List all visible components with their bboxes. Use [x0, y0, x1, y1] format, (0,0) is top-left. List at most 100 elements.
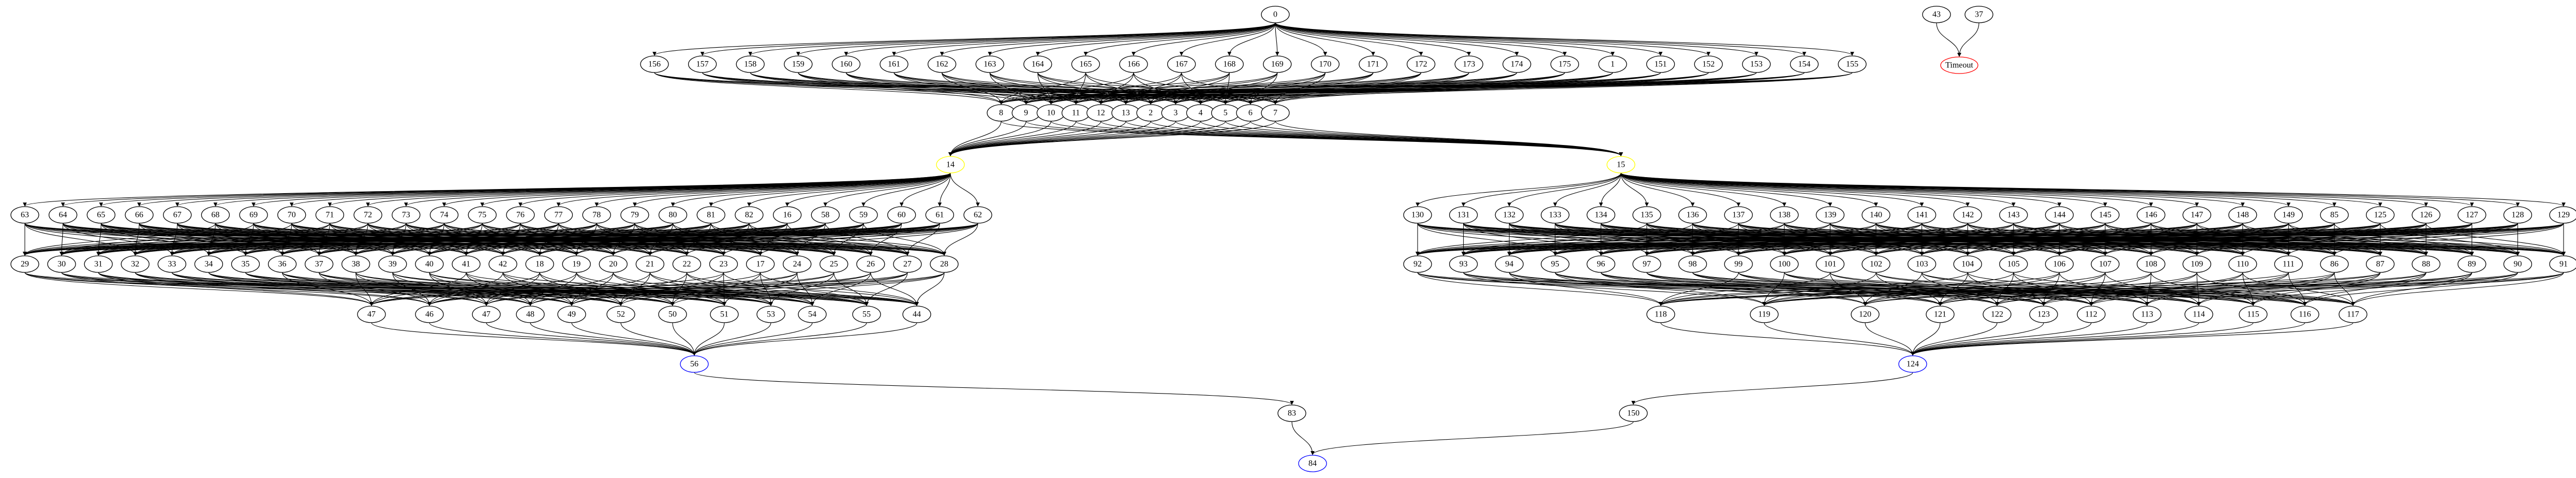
- edge-0-172: [1275, 22, 1423, 56]
- edge-41-47: [369, 272, 467, 306]
- node-label: 115: [2247, 310, 2259, 319]
- edge-159-8: [798, 72, 1003, 105]
- edge-104-118: [1659, 272, 1968, 306]
- node-label: 168: [1223, 60, 1235, 69]
- node-label: 165: [1079, 60, 1092, 69]
- edge-0-164: [1036, 22, 1276, 56]
- node-ellipse: [2045, 206, 2074, 224]
- edge-27-48: [528, 272, 908, 306]
- edge-128-93: [1462, 223, 2518, 256]
- node-68: 68: [201, 206, 230, 224]
- node-38: 38: [341, 255, 370, 273]
- edge-144-92: [1416, 223, 2060, 256]
- node-136: 136: [1678, 206, 1707, 224]
- edge-16-29: [23, 223, 788, 256]
- edge-0-160: [844, 22, 1276, 56]
- node-label: 86: [2330, 260, 2339, 269]
- node-label: 149: [2282, 211, 2295, 220]
- edge-106-120: [1863, 272, 2060, 306]
- edge-0-171: [1275, 22, 1375, 56]
- node-ellipse: [936, 156, 965, 173]
- node-53: 53: [756, 306, 785, 323]
- edge-5-15: [1225, 121, 1623, 156]
- edge-12-14: [948, 121, 1101, 156]
- node-label: 41: [462, 260, 470, 269]
- edge-91-117: [2351, 272, 2564, 306]
- node-label: 160: [840, 60, 852, 69]
- edge-94-120: [1509, 272, 1867, 306]
- edge-15-137: [1620, 172, 1741, 207]
- node-ellipse: [1359, 55, 1388, 73]
- edge-62-28: [942, 223, 978, 256]
- node-ellipse: [1862, 206, 1890, 224]
- edge-10-14: [948, 121, 1051, 156]
- edge-128-99: [1736, 223, 2518, 256]
- node-22: 22: [672, 255, 702, 273]
- node-111: 111: [2274, 255, 2303, 273]
- edge-63-35: [24, 223, 248, 256]
- node-ellipse: [10, 206, 39, 224]
- node-label: 167: [1175, 60, 1188, 69]
- node-ellipse: [277, 206, 306, 224]
- edge-28-46: [427, 272, 945, 306]
- edge-15-126: [1620, 172, 2428, 207]
- edge-106-118: [1659, 272, 2060, 306]
- edge-62-34: [206, 223, 978, 256]
- node-ellipse: [1750, 306, 1779, 323]
- edge-0-152: [1275, 22, 1710, 56]
- node-23: 23: [709, 255, 738, 273]
- node-label: 5: [1224, 109, 1228, 118]
- edge-0-165: [1083, 22, 1276, 56]
- node-label: 159: [792, 60, 805, 69]
- node-13: 13: [1111, 104, 1140, 122]
- edge-88-114: [2197, 272, 2426, 306]
- node-label: 66: [135, 211, 143, 220]
- node-ellipse: [709, 255, 738, 273]
- edge-60-29: [23, 223, 902, 256]
- edge-15-132: [1507, 172, 1621, 207]
- node-label: 143: [2007, 211, 2020, 220]
- edge-21-53: [649, 272, 773, 306]
- node-label: 164: [1032, 60, 1044, 69]
- edge-108-122: [1995, 272, 2152, 306]
- edge-39-48: [392, 272, 532, 306]
- node-ellipse: [640, 55, 669, 73]
- edge-0-157: [700, 22, 1276, 56]
- node-10: 10: [1036, 104, 1066, 122]
- edge-61-27: [905, 223, 940, 256]
- node-ellipse: [1598, 55, 1627, 73]
- edge-103-120: [1863, 272, 1923, 306]
- edge-150-84: [1311, 421, 1634, 455]
- edge-62-40: [427, 223, 978, 256]
- node-label: 37: [315, 260, 323, 269]
- edge-51-56: [692, 322, 725, 356]
- edge-14-16: [785, 172, 951, 207]
- node-label: 12: [1097, 109, 1105, 118]
- edge-117-124: [1911, 322, 2354, 356]
- node-ellipse: [1261, 104, 1290, 122]
- node-130: 130: [1403, 206, 1432, 224]
- edge-15-133: [1553, 172, 1621, 207]
- edge-14-71: [327, 172, 951, 207]
- edge-33-47b: [171, 272, 488, 306]
- node-ellipse: [2320, 255, 2349, 273]
- node-label: 112: [2085, 310, 2097, 319]
- edge-43-Timeout: [1936, 22, 1961, 57]
- edge-152-9: [1024, 72, 1709, 105]
- edge-0-159: [796, 22, 1276, 56]
- node-ellipse: [856, 255, 885, 273]
- node-ellipse: [783, 255, 812, 273]
- node-147: 147: [2182, 206, 2211, 224]
- node-label: 139: [1824, 211, 1836, 220]
- node-label: 117: [2347, 310, 2359, 319]
- edge-105-119: [1762, 272, 2014, 306]
- node-ellipse: [658, 306, 687, 323]
- edge-60-19: [574, 223, 902, 256]
- node-ellipse: [472, 306, 501, 323]
- node-86: 86: [2320, 255, 2349, 273]
- node-label: 70: [288, 211, 296, 220]
- node-169: 169: [1263, 55, 1292, 73]
- node-125: 125: [2365, 206, 2395, 224]
- node-ellipse: [1770, 206, 1799, 224]
- node-label: 129: [2557, 211, 2570, 220]
